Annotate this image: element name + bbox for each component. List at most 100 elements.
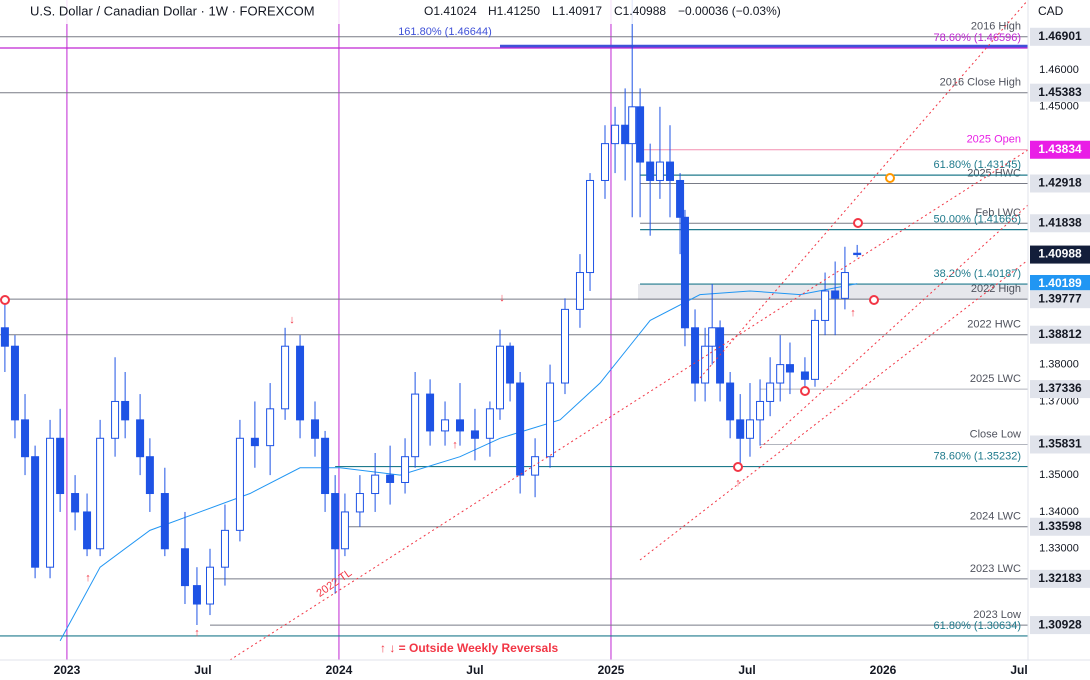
price-box-label: 1.40189 — [1038, 276, 1082, 290]
candle-body — [71, 493, 80, 513]
candle-body — [766, 382, 775, 402]
candle-body — [531, 456, 540, 476]
price-box — [1030, 140, 1090, 159]
fib-label: 61.80% (1.43145) — [934, 159, 1021, 171]
fib-label: 78.60% (1.46596) — [934, 32, 1021, 44]
change: −0.00036 (−0.03%) — [678, 4, 781, 18]
y-tick-label: 1.35000 — [1039, 469, 1079, 481]
candle-body — [628, 106, 637, 145]
header-bg — [0, 0, 760, 24]
price-box — [1030, 274, 1090, 293]
candle-body — [691, 327, 700, 384]
candle-body — [121, 400, 130, 421]
currency[interactable]: CAD — [1038, 4, 1064, 18]
candle-body — [250, 437, 259, 447]
x-tick-label: 2025 — [598, 663, 625, 677]
level-label: Close Low — [970, 428, 1021, 440]
candle-body — [495, 345, 504, 410]
candle-body — [575, 272, 584, 310]
candle-body — [611, 124, 620, 145]
price-box-label: 1.42918 — [1038, 176, 1082, 190]
arrow: ↑ — [735, 477, 741, 489]
price-box — [1030, 380, 1090, 399]
y-tick-label: 1.38000 — [1039, 359, 1079, 371]
candle-body — [600, 143, 609, 181]
candle-body — [646, 161, 655, 181]
candle-body — [776, 364, 785, 384]
trendline-label: 2022 TL — [315, 567, 355, 600]
candle-body — [426, 393, 435, 432]
price-box — [1030, 616, 1090, 635]
candle-body — [235, 437, 244, 531]
marker — [869, 295, 879, 305]
candle-body — [96, 437, 105, 550]
ohlc-open: O1.41024 — [424, 4, 477, 18]
candle-body — [441, 419, 450, 432]
candle-body — [340, 511, 349, 550]
candle-body — [296, 345, 305, 421]
marker — [853, 218, 863, 228]
ohlc-low: L1.40917 — [552, 4, 602, 18]
candle-body — [745, 419, 754, 439]
candle-body — [516, 382, 525, 476]
price-box-label: 1.37336 — [1038, 381, 1082, 395]
candle-body — [831, 290, 840, 299]
level-label: 2016 High — [971, 21, 1021, 33]
candle-body — [281, 345, 290, 410]
trendline — [699, 0, 1029, 379]
candle-body — [655, 161, 664, 181]
candle-body — [821, 290, 830, 321]
candle-body — [701, 345, 710, 384]
x-tick-label: Jul — [738, 663, 755, 677]
candle-body — [785, 364, 794, 373]
price-box-label: 1.46901 — [1038, 29, 1082, 43]
marker — [0, 295, 10, 305]
price-box-label: 1.39777 — [1038, 291, 1082, 305]
note: ↑ ↓ = Outside Weekly Reversals — [380, 641, 559, 655]
candle-body — [680, 216, 689, 329]
y-tick-label: 1.37000 — [1039, 395, 1079, 407]
candle-body — [756, 400, 765, 421]
candle-body — [726, 382, 735, 421]
plot: 2016 High 2016 Close High 2025 Open 2025 HW… — [0, 0, 1028, 660]
candle-body — [386, 474, 395, 483]
candle-body — [621, 124, 630, 145]
candle-body — [180, 548, 189, 587]
candle-body — [266, 408, 275, 447]
x-tick-label: 2023 — [54, 663, 81, 677]
candle-body — [401, 456, 410, 483]
price-box-label: 1.35831 — [1038, 437, 1082, 451]
candle-body — [506, 345, 515, 384]
candle-body — [0, 327, 9, 347]
price-box — [1030, 83, 1090, 102]
fib-label: 38.20% (1.40187) — [934, 268, 1021, 280]
ohlc-close: C1.40988 — [614, 4, 666, 18]
price-box — [1030, 214, 1090, 233]
ohlc-high: H1.41250 — [488, 4, 540, 18]
x-tick-label: Jul — [194, 663, 211, 677]
price-box — [1030, 325, 1090, 344]
level-label: Feb LWC — [975, 207, 1021, 219]
candle-body — [160, 493, 169, 550]
price-box-label: 1.41838 — [1038, 215, 1082, 229]
trendline — [229, 149, 1029, 661]
candle-body — [83, 511, 92, 550]
candle-body — [485, 408, 494, 439]
candle-body — [666, 161, 675, 181]
level-label: 2025 LWC — [970, 373, 1021, 385]
moving-average — [59, 283, 858, 642]
candle-body — [708, 327, 717, 347]
marker — [733, 462, 743, 472]
x-tick-label: 2026 — [870, 663, 897, 677]
price-box — [1030, 27, 1090, 46]
price-box-label: 1.33598 — [1038, 519, 1082, 533]
y-tick-label: 1.33000 — [1039, 543, 1079, 555]
candle-body — [676, 179, 685, 218]
x-tick-label: Jul — [1010, 663, 1027, 677]
candle-body — [145, 456, 154, 495]
price-box-label: 1.40988 — [1038, 247, 1082, 261]
price-box — [1030, 569, 1090, 588]
candle-body — [636, 106, 645, 163]
price-box — [1030, 435, 1090, 454]
